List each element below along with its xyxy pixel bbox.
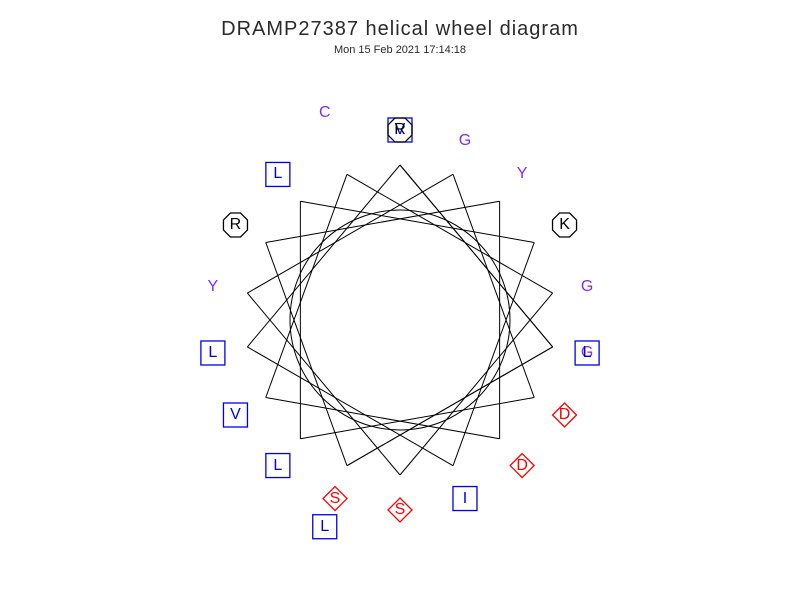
residue-16: I (452, 486, 478, 512)
residue-17: L (200, 340, 226, 366)
residue-6: V (222, 402, 248, 428)
residue-letter: G (459, 132, 471, 150)
residue-letter: R (394, 121, 406, 139)
residue-letter: K (559, 216, 570, 234)
residue-letter: I (463, 490, 467, 508)
residue-letter: V (230, 406, 241, 424)
residue-12: D (552, 402, 578, 428)
residue-8: G (574, 274, 600, 300)
residue-3: R (222, 212, 248, 238)
residue-letter: G (581, 278, 593, 296)
residue-4: Y (509, 161, 535, 187)
residue-letter: Y (208, 278, 219, 296)
residue-letter: L (583, 344, 592, 362)
residue-7: C (312, 100, 338, 126)
residue-letter: D (559, 406, 571, 424)
residue-letter: Y (517, 165, 528, 183)
residue-letter: L (208, 344, 217, 362)
residue-9: S (387, 497, 413, 523)
residue-letter: L (320, 518, 329, 536)
residue-letter: S (395, 501, 406, 519)
residue-15: K (552, 212, 578, 238)
residue-letter: L (273, 457, 282, 475)
residue-letter: R (230, 216, 242, 234)
residue-letter: L (273, 165, 282, 183)
residue-20: L (312, 514, 338, 540)
residue-letter: C (319, 104, 331, 122)
residue-14: L (265, 161, 291, 187)
residue-18: R (387, 117, 413, 143)
residue-13: L (265, 453, 291, 479)
residue-2: S (322, 486, 348, 512)
residue-5: D (509, 453, 535, 479)
residue-19: L (574, 340, 600, 366)
residue-11: G (452, 128, 478, 154)
residue-letter: S (330, 490, 341, 508)
residue-10: Y (200, 274, 226, 300)
residue-letter: D (516, 457, 528, 475)
